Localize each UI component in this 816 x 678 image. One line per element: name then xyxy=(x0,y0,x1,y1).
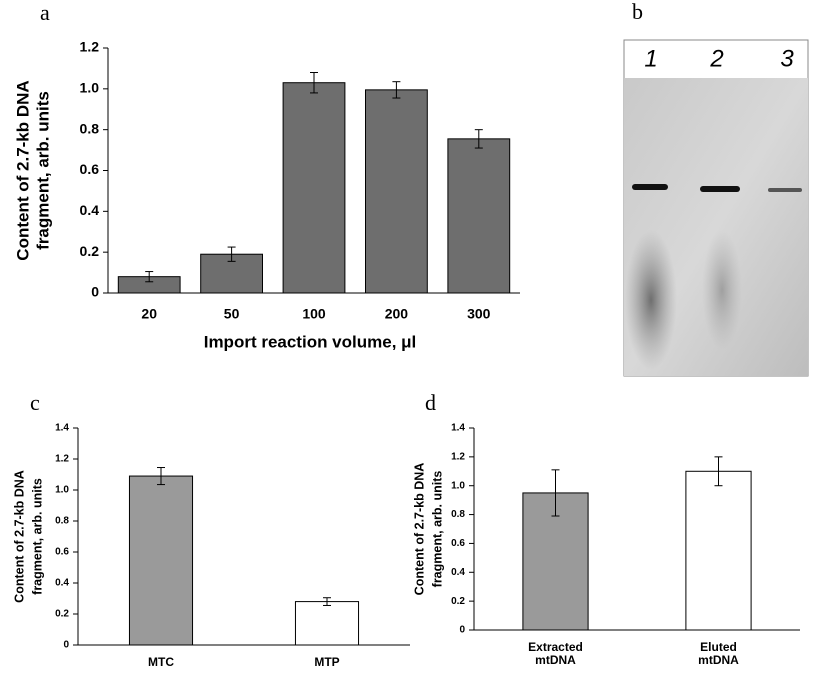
bar xyxy=(447,138,511,294)
bar xyxy=(294,601,360,646)
gel-panel: b 1 2 3 xyxy=(623,0,809,377)
y-tick-label: 0.8 xyxy=(80,120,100,136)
y-tick-label: 1.0 xyxy=(80,80,100,96)
bar xyxy=(365,89,428,294)
x-axis-label: Import reaction volume, μl xyxy=(204,332,417,351)
y-tick-label: 0.6 xyxy=(55,547,69,558)
bar-chart: c Content of 2.7-kb DNA fragment, arb. uni… xyxy=(12,390,410,669)
y-tick-label: 0 xyxy=(63,640,69,651)
x-tick-label: Extracted mtDNA xyxy=(528,640,583,667)
y-tick-label: 0.2 xyxy=(451,596,465,607)
y-axis-label: fragment, arb. units xyxy=(30,478,44,595)
lane-label: 1 xyxy=(644,45,657,72)
y-tick-label: 1.0 xyxy=(451,480,465,491)
bar-chart: d Content of 2.7-kb DNA fragment, arb. uni… xyxy=(412,390,800,667)
gel-smear xyxy=(702,230,742,350)
y-tick-label: 0.6 xyxy=(80,161,100,177)
x-tick-label: 100 xyxy=(302,306,326,322)
lane-label: 3 xyxy=(780,45,794,72)
panel-label: c xyxy=(30,390,40,415)
x-tick-label: 200 xyxy=(385,306,409,322)
y-axis-label: fragment, arb. units xyxy=(33,91,52,250)
y-tick-label: 0.2 xyxy=(55,609,69,620)
panel-label: d xyxy=(425,390,436,415)
y-axis-label: Content of 2.7-kb DNA xyxy=(13,80,32,260)
y-tick-label: 0.2 xyxy=(80,243,100,259)
y-tick-label: 1.0 xyxy=(55,485,69,496)
y-tick-label: 0.6 xyxy=(451,538,465,549)
y-axis-label: Content of 2.7-kb DNA xyxy=(412,463,426,596)
gel-band xyxy=(632,184,668,190)
y-tick-label: 0.4 xyxy=(55,578,69,589)
y-tick-label: 1.2 xyxy=(451,451,465,462)
y-tick-label: 0 xyxy=(91,284,99,300)
x-tick-label: 300 xyxy=(467,306,491,322)
y-tick-label: 0.4 xyxy=(451,567,465,578)
y-tick-label: 0.8 xyxy=(451,509,465,520)
y-tick-label: 1.2 xyxy=(80,39,100,55)
x-tick-label: MTP xyxy=(314,655,339,669)
bar-chart: a Content of 2.7-kb DNA fragment, arb. uni… xyxy=(13,0,520,351)
y-axis-label: fragment, arb. units xyxy=(430,471,444,588)
bar xyxy=(282,82,346,294)
x-tick-label: Eluted mtDNA xyxy=(698,640,739,667)
x-tick-label: MTC xyxy=(148,655,174,669)
bar xyxy=(128,475,194,646)
gel-band xyxy=(768,188,802,192)
gel-band xyxy=(700,186,740,192)
panel-label: b xyxy=(632,0,643,24)
bar xyxy=(685,470,752,631)
y-tick-label: 1.2 xyxy=(55,454,69,465)
gel-smear xyxy=(625,230,677,370)
panel-label: a xyxy=(40,0,50,25)
y-tick-label: 0.4 xyxy=(80,202,100,218)
y-tick-label: 0.8 xyxy=(55,516,69,527)
y-axis-label: Content of 2.7-kb DNA xyxy=(12,470,26,603)
x-tick-label: 20 xyxy=(141,306,157,322)
y-tick-label: 1.4 xyxy=(55,423,69,434)
lane-label: 2 xyxy=(709,45,723,72)
y-tick-label: 0 xyxy=(459,625,465,636)
y-tick-label: 1.4 xyxy=(451,423,465,434)
x-tick-label: 50 xyxy=(224,306,240,322)
